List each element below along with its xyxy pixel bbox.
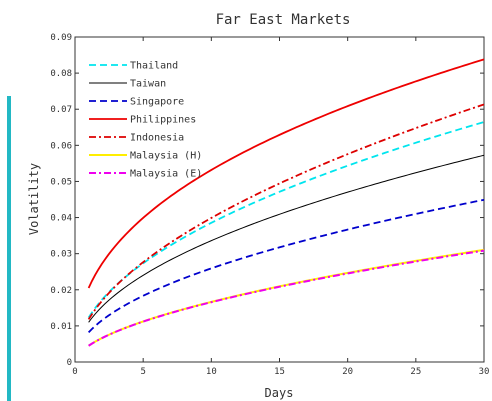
legend-label: Indonesia <box>130 133 184 144</box>
x-tick-label: 15 <box>274 367 285 377</box>
y-tick-label: 0.03 <box>50 250 72 260</box>
y-tick-label: 0.06 <box>50 141 72 151</box>
plot-area <box>74 36 485 363</box>
legend: Thailand Taiwan Singapore Philippines Indone… <box>89 61 202 180</box>
legend-label: Taiwan <box>130 79 166 90</box>
left-accent-bar <box>7 96 11 401</box>
series-line <box>87 198 485 334</box>
legend-label: Malaysia (E) <box>130 169 202 180</box>
chart-title: Far East Markets <box>216 12 351 28</box>
y-tick-label: 0.05 <box>50 177 72 187</box>
legend-label: Thailand <box>130 61 178 72</box>
x-tick-label: 20 <box>342 367 353 377</box>
y-tick-label: 0.01 <box>50 322 72 332</box>
y-tick-label: 0.04 <box>50 214 72 224</box>
x-axis-label: Days <box>265 386 294 400</box>
y-tick-label: 0.09 <box>50 33 72 43</box>
series-lines <box>87 58 485 347</box>
series-line <box>88 249 485 347</box>
x-tick-label: 10 <box>206 367 217 377</box>
y-tick-label: 0.02 <box>50 286 72 296</box>
x-tick-label: 25 <box>410 367 421 377</box>
x-tick-label: 5 <box>140 367 145 377</box>
series-line <box>88 154 485 323</box>
x-tick-label: 30 <box>479 367 490 377</box>
series-line <box>87 103 485 320</box>
y-tick-label: 0.08 <box>50 69 72 79</box>
series-line <box>87 121 485 319</box>
legend-label: Philippines <box>130 115 196 126</box>
series-line <box>87 58 485 289</box>
y-tick-label: 0.07 <box>50 105 72 115</box>
axis-ticks: 0 5 10 15 20 25 30 0 0.01 0.02 0.03 0.04 0.05 0.06 0.0… <box>50 33 489 377</box>
y-axis-label: Volatility <box>27 163 41 235</box>
x-tick-label: 0 <box>72 367 77 377</box>
y-tick-label: 0 <box>67 358 72 368</box>
legend-label: Singapore <box>130 97 184 108</box>
legend-label: Malaysia (H) <box>130 151 202 162</box>
